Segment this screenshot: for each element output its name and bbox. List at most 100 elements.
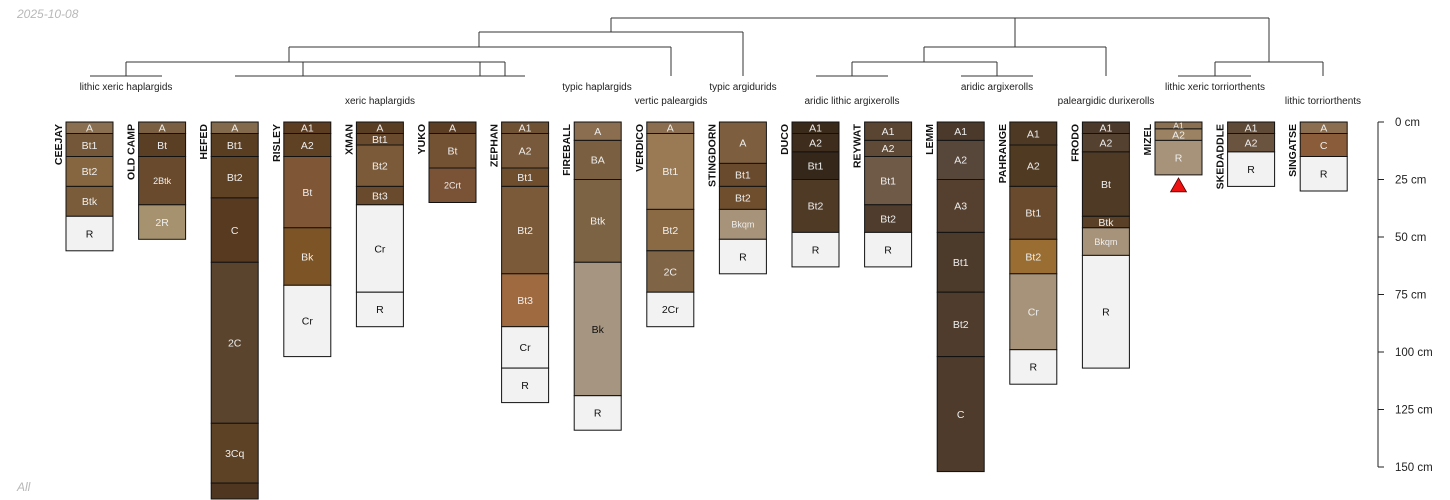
horizon-label: Bt [448, 146, 458, 158]
horizon-block [864, 231, 913, 268]
horizon-label: A2 [882, 143, 895, 155]
profile-name: CEEJAY [53, 124, 65, 165]
taxon-label: lithic xeric torriorthents [1165, 82, 1265, 93]
horizon-label: Bt2 [735, 193, 751, 205]
profile-name: SINGATSE [1287, 124, 1299, 177]
horizon-label: R [1030, 362, 1038, 374]
horizon-block [573, 179, 622, 263]
horizon-label: Bt1 [808, 160, 824, 172]
horizon-label: Bt1 [517, 172, 533, 184]
horizon-label: Bt [1101, 179, 1111, 191]
horizon-label: A1 [1245, 123, 1258, 135]
depth-tick-label: 50 cm [1395, 232, 1426, 244]
horizon-label: A1 [809, 123, 822, 135]
horizon-block [1227, 151, 1276, 187]
horizon-label: A1 [882, 126, 895, 138]
date-label: 2025-10-08 [17, 7, 79, 21]
horizon-label: Bkqm [1094, 237, 1117, 247]
taxon-label: lithic torriorthents [1285, 96, 1361, 107]
profile-name: STINGDORN [706, 124, 718, 187]
horizon-block [210, 482, 259, 500]
taxon-label: lithic xeric haplargids [80, 82, 173, 93]
horizon-block [501, 133, 550, 169]
horizon-block [718, 238, 767, 275]
horizon-label: Bt1 [82, 140, 98, 152]
horizon-label: Bt3 [372, 190, 388, 202]
horizon-label: Bt1 [372, 134, 388, 146]
horizon-label: Bk [301, 251, 314, 263]
horizon-block [1081, 227, 1130, 256]
horizon-label: R [884, 244, 892, 256]
horizon-label: A [231, 123, 238, 135]
horizon-label: R [739, 251, 747, 263]
horizon-label: 3Cq [225, 448, 244, 460]
horizon-label: 2C [664, 266, 678, 278]
taxon-label: vertic paleargids [635, 96, 708, 107]
horizon-block [1009, 144, 1058, 187]
profile-name: LEMM [924, 124, 936, 155]
horizon-label: R [86, 228, 94, 240]
horizon-label: A2 [1099, 137, 1112, 149]
profile-name: FRODO [1069, 124, 1081, 162]
taxon-label: aridic argixerolls [961, 82, 1033, 93]
horizon-label: A1 [1099, 123, 1112, 135]
horizon-label: R [594, 408, 602, 420]
horizon-label: A [159, 123, 166, 135]
horizon-block [1009, 349, 1058, 385]
horizon-label: A2 [519, 146, 532, 158]
horizon-block [573, 139, 622, 180]
horizon-block [501, 367, 550, 404]
profile-name: PAHRANGE [997, 124, 1009, 183]
horizon-label: Bt2 [82, 166, 98, 178]
horizon-block [646, 208, 695, 252]
horizon-label: Bt2 [953, 319, 969, 331]
horizon-label: A [739, 137, 746, 149]
depth-tick-label: 150 cm [1395, 462, 1433, 474]
horizon-block [1081, 254, 1130, 369]
horizon-block [1009, 273, 1058, 351]
horizon-block [1009, 238, 1058, 275]
taxon-label: xeric haplargids [345, 96, 415, 107]
horizon-label: A1 [1173, 121, 1184, 131]
horizon-label: R [1175, 152, 1183, 164]
horizon-block [210, 197, 259, 263]
horizon-label: Cr [520, 342, 532, 354]
horizon-label: R [1247, 164, 1255, 176]
horizon-block [791, 179, 840, 233]
profile-name: XMAN [343, 124, 355, 155]
horizon-label: Btk [590, 216, 606, 228]
horizon-block [936, 139, 985, 180]
profile-name: OLD CAMP [126, 124, 138, 180]
horizon-label: Bt [302, 187, 312, 199]
horizon-label: A2 [809, 137, 822, 149]
horizon-label: A2 [1027, 160, 1040, 172]
profile-name: DUCO [779, 124, 791, 155]
horizon-label: 2C [228, 338, 242, 350]
horizon-label: Bt1 [735, 170, 751, 182]
horizon-label: Bt [157, 140, 167, 152]
horizon-label: Bt1 [227, 140, 243, 152]
horizon-label: BA [591, 155, 605, 167]
horizon-label: Bt2 [880, 213, 896, 225]
horizon-block [283, 284, 332, 358]
horizon-label: A [1320, 123, 1327, 135]
horizon-block [646, 250, 695, 293]
horizon-label: R [376, 304, 384, 316]
horizon-label: Bt1 [662, 166, 678, 178]
horizon-label: Bt1 [953, 257, 969, 269]
horizon-label: A2 [1245, 137, 1258, 149]
horizon-label: Bt3 [517, 295, 533, 307]
horizon-block [791, 231, 840, 268]
taxon-label: paleargidic durixerolls [1058, 96, 1155, 107]
horizon-label: Cr [374, 243, 386, 255]
horizon-block [1299, 156, 1348, 192]
horizon-block [210, 422, 259, 484]
horizon-label: Cr [302, 316, 314, 328]
horizon-label: R [521, 380, 529, 392]
horizon-block [573, 261, 622, 397]
horizon-label: Bt1 [1025, 208, 1041, 220]
depth-tick-label: 125 cm [1395, 405, 1433, 417]
horizon-block [355, 144, 404, 187]
horizon-label: 2R [155, 217, 169, 229]
